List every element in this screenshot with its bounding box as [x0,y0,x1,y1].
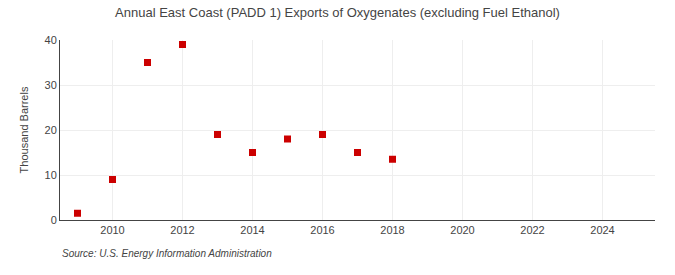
svg-text:0: 0 [51,214,57,226]
svg-text:2020: 2020 [450,224,474,236]
svg-text:10: 10 [45,169,57,181]
svg-text:2014: 2014 [240,224,264,236]
svg-text:2018: 2018 [380,224,404,236]
svg-text:20: 20 [45,124,57,136]
svg-text:30: 30 [45,79,57,91]
svg-text:40: 40 [45,34,57,46]
svg-text:Annual East Coast (PADD 1) Exp: Annual East Coast (PADD 1) Exports of Ox… [115,5,560,20]
svg-text:2022: 2022 [520,224,544,236]
svg-text:2010: 2010 [100,224,124,236]
svg-text:2024: 2024 [590,224,614,236]
svg-text:2016: 2016 [310,224,334,236]
svg-text:2012: 2012 [170,224,194,236]
svg-text:Thousand Barrels: Thousand Barrels [18,86,30,173]
svg-text:Source: U.S. Energy Informatio: Source: U.S. Energy Information Administ… [62,248,272,259]
